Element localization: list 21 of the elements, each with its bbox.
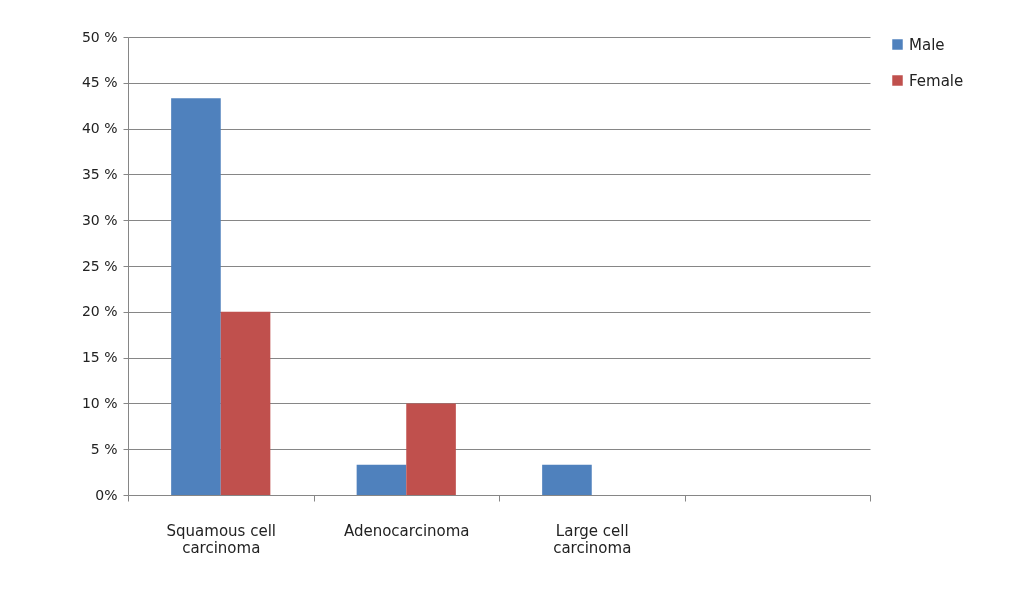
y-tick-label: 25 % [81,257,118,274]
y-tick-label: 15 % [81,349,118,366]
y-tick-label: 45 % [81,74,118,91]
x-tick-label: Adenocarcinoma [343,521,470,540]
bar [356,464,407,495]
y-tick-label: 30 % [81,211,118,228]
y-tick-label: 20 % [81,303,118,320]
legend-label: Female [909,71,964,90]
bar [542,464,592,495]
bar [171,98,221,495]
y-tick-label: 10 % [81,394,118,411]
y-tick-label: 35 % [81,165,118,182]
legend-label: Male [909,35,945,54]
x-tick-label: Large cell carcinoma [553,521,632,557]
bar [406,403,456,495]
y-tick-label: 50 % [81,28,118,45]
y-tick-label: 5 % [90,440,118,457]
y-tick-label: 0% [95,486,118,503]
y-tick-label: 40 % [81,120,118,137]
bar [220,311,271,495]
x-tick-label: Squamous cell carcinoma [166,521,276,557]
